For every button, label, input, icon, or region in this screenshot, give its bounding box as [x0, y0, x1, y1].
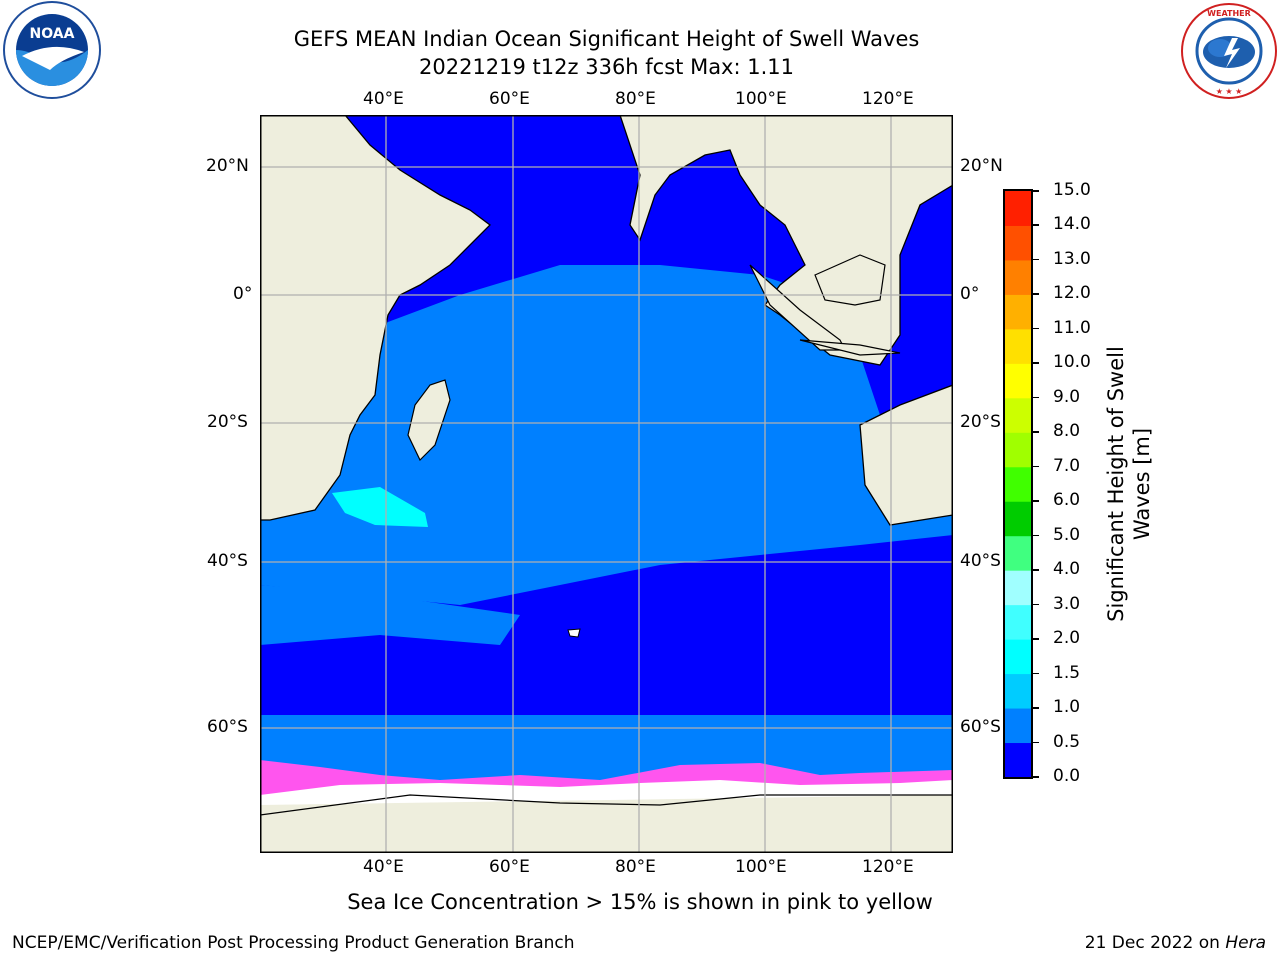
colorbar-tick-mark	[1033, 603, 1039, 606]
right-lat-label: 0°	[960, 284, 980, 304]
colorbar-segment	[1005, 604, 1031, 640]
colorbar-tick-label: 2.0	[1053, 628, 1081, 649]
colorbar-tick-mark	[1033, 396, 1039, 399]
left-lat-label: 20°N	[206, 156, 249, 176]
nws-logo: WEATHER ★ ★ ★	[1180, 2, 1278, 100]
noaa-logo: NOAA	[2, 0, 102, 100]
colorbar-tick-mark	[1033, 258, 1039, 261]
footer-credit: NCEP/EMC/Verification Post Processing Pr…	[12, 933, 575, 953]
colorbar-tick-mark	[1033, 672, 1039, 675]
sea-ice-note: Sea Ice Concentration > 15% is shown in …	[347, 890, 933, 914]
colorbar-tick-label: 7.0	[1053, 455, 1081, 476]
left-lat-label: 60°S	[207, 717, 248, 737]
right-lat-label: 20°N	[960, 156, 1003, 176]
colorbar-segment	[1005, 191, 1031, 226]
bottom-lon-label: 40°E	[363, 857, 404, 877]
colorbar-segment	[1005, 466, 1031, 502]
colorbar-tick-label: 15.0	[1053, 180, 1091, 200]
colorbar	[1003, 189, 1033, 779]
right-lat-label: 40°S	[960, 551, 1001, 571]
colorbar-tick-mark	[1033, 190, 1039, 192]
colorbar-segment	[1005, 535, 1031, 571]
colorbar-segment	[1005, 673, 1031, 709]
colorbar-tick-label: 1.5	[1053, 662, 1081, 683]
colorbar-tick-label: 11.0	[1053, 317, 1091, 338]
colorbar-tick-mark	[1033, 776, 1039, 778]
colorbar-tick-label: 14.0	[1053, 214, 1091, 235]
right-lat-label: 60°S	[960, 717, 1001, 737]
map-subtitle: 20221219 t12z 336h fcst Max: 1.11	[419, 55, 794, 79]
footer-date: 21 Dec 2022 on Hera	[1085, 933, 1266, 953]
footer-date-text: 21 Dec 2022 on	[1084, 933, 1226, 953]
colorbar-segment	[1005, 328, 1031, 364]
top-lon-label: 80°E	[615, 89, 656, 109]
colorbar-tick-label: 12.0	[1053, 283, 1091, 304]
colorbar-segment	[1005, 501, 1031, 537]
colorbar-tick-label: 6.0	[1053, 490, 1081, 511]
bottom-lon-label: 100°E	[735, 857, 787, 877]
bottom-lon-label: 120°E	[862, 857, 914, 877]
left-lat-label: 20°S	[207, 412, 248, 432]
colorbar-tick-mark	[1033, 638, 1039, 640]
top-lon-label: 60°E	[489, 89, 530, 109]
colorbar-tick-mark	[1033, 534, 1039, 537]
colorbar-segment	[1005, 225, 1031, 261]
top-lon-label: 40°E	[363, 89, 404, 109]
colorbar-tick-label: 9.0	[1053, 386, 1081, 407]
footer-host: Hera	[1225, 933, 1266, 953]
colorbar-tick-mark	[1033, 707, 1039, 709]
colorbar-tick-mark	[1033, 293, 1039, 295]
svg-text:NOAA: NOAA	[30, 26, 75, 42]
colorbar-tick-label: 8.0	[1053, 421, 1081, 442]
colorbar-tick-label: 3.0	[1053, 593, 1081, 614]
colorbar-label: Significant Height of Swell Waves [m]	[1104, 346, 1154, 622]
colorbar-tick-label: 10.0	[1053, 352, 1091, 373]
colorbar-tick-mark	[1033, 431, 1039, 433]
colorbar-segment	[1005, 570, 1031, 606]
colorbar-tick-label: 4.0	[1053, 559, 1081, 580]
colorbar-segment	[1005, 742, 1031, 777]
colorbar-tick-mark	[1033, 362, 1039, 364]
colorbar-tick-mark	[1033, 224, 1039, 226]
colorbar-segment	[1005, 363, 1031, 399]
bottom-lon-label: 60°E	[489, 857, 530, 877]
colorbar-segment	[1005, 294, 1031, 330]
left-lat-label: 0°	[233, 284, 253, 304]
left-lat-label: 40°S	[207, 551, 248, 571]
colorbar-segment	[1005, 432, 1031, 468]
top-lon-label: 100°E	[735, 89, 787, 109]
colorbar-tick-label: 13.0	[1053, 248, 1091, 269]
colorbar-tick-label: 0.0	[1053, 766, 1081, 786]
colorbar-segment	[1005, 259, 1031, 295]
colorbar-tick-label: 5.0	[1053, 524, 1081, 545]
top-lon-label: 120°E	[862, 89, 914, 109]
svg-text:★ ★ ★: ★ ★ ★	[1216, 87, 1243, 96]
svg-text:WEATHER: WEATHER	[1207, 9, 1251, 18]
right-lat-label: 20°S	[960, 412, 1001, 432]
colorbar-tick-mark	[1033, 500, 1039, 502]
colorbar-tick-label: 0.5	[1053, 731, 1081, 752]
colorbar-tick-mark	[1033, 465, 1039, 468]
swell-height-map	[259, 114, 954, 853]
colorbar-segment	[1005, 397, 1031, 433]
colorbar-tick-mark	[1033, 741, 1039, 744]
colorbar-tick-mark	[1033, 569, 1039, 571]
colorbar-segment	[1005, 708, 1031, 744]
bottom-lon-label: 80°E	[615, 857, 656, 877]
colorbar-segment	[1005, 639, 1031, 675]
colorbar-tick-label: 1.0	[1053, 697, 1081, 718]
map-title: GEFS MEAN Indian Ocean Significant Heigh…	[293, 27, 920, 51]
colorbar-tick-mark	[1033, 327, 1039, 330]
